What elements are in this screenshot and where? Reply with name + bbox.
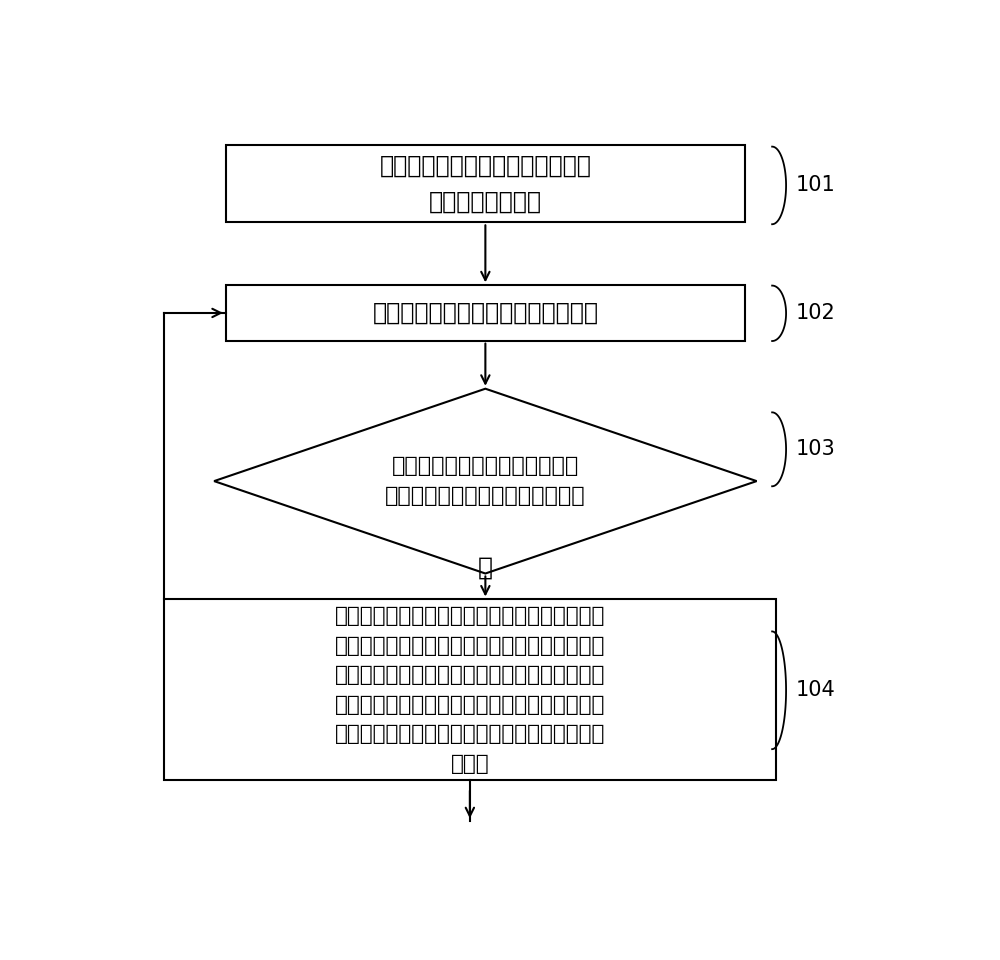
Text: 根据上述每一可用的计算设备的计算速度将上述
特征值集合中的所有特征值分配给至少一个计算
设备，以使上述至少一个计算设备在处理时间满
足预设条件的前提下对分配到的: 根据上述每一可用的计算设备的计算速度将上述 特征值集合中的所有特征值分配给至少一… xyxy=(335,606,605,774)
Text: 103: 103 xyxy=(795,440,835,459)
Text: 102: 102 xyxy=(795,303,835,324)
Polygon shape xyxy=(214,389,757,573)
Text: 估计每一可用的计算设备的计算速度: 估计每一可用的计算设备的计算速度 xyxy=(372,300,598,324)
FancyBboxPatch shape xyxy=(164,599,776,780)
Text: 获取所有待聚类的样本的特征值，
以组成特征值集合: 获取所有待聚类的样本的特征值， 以组成特征值集合 xyxy=(379,154,591,213)
Text: 特征值集合中任意两个特征值之
间的相似度是否均小于预设阈值？: 特征值集合中任意两个特征值之 间的相似度是否均小于预设阈值？ xyxy=(385,456,586,506)
FancyBboxPatch shape xyxy=(226,285,745,341)
FancyBboxPatch shape xyxy=(226,145,745,223)
Text: 否: 否 xyxy=(478,556,493,580)
Text: 101: 101 xyxy=(795,176,835,196)
Text: 104: 104 xyxy=(795,681,835,700)
